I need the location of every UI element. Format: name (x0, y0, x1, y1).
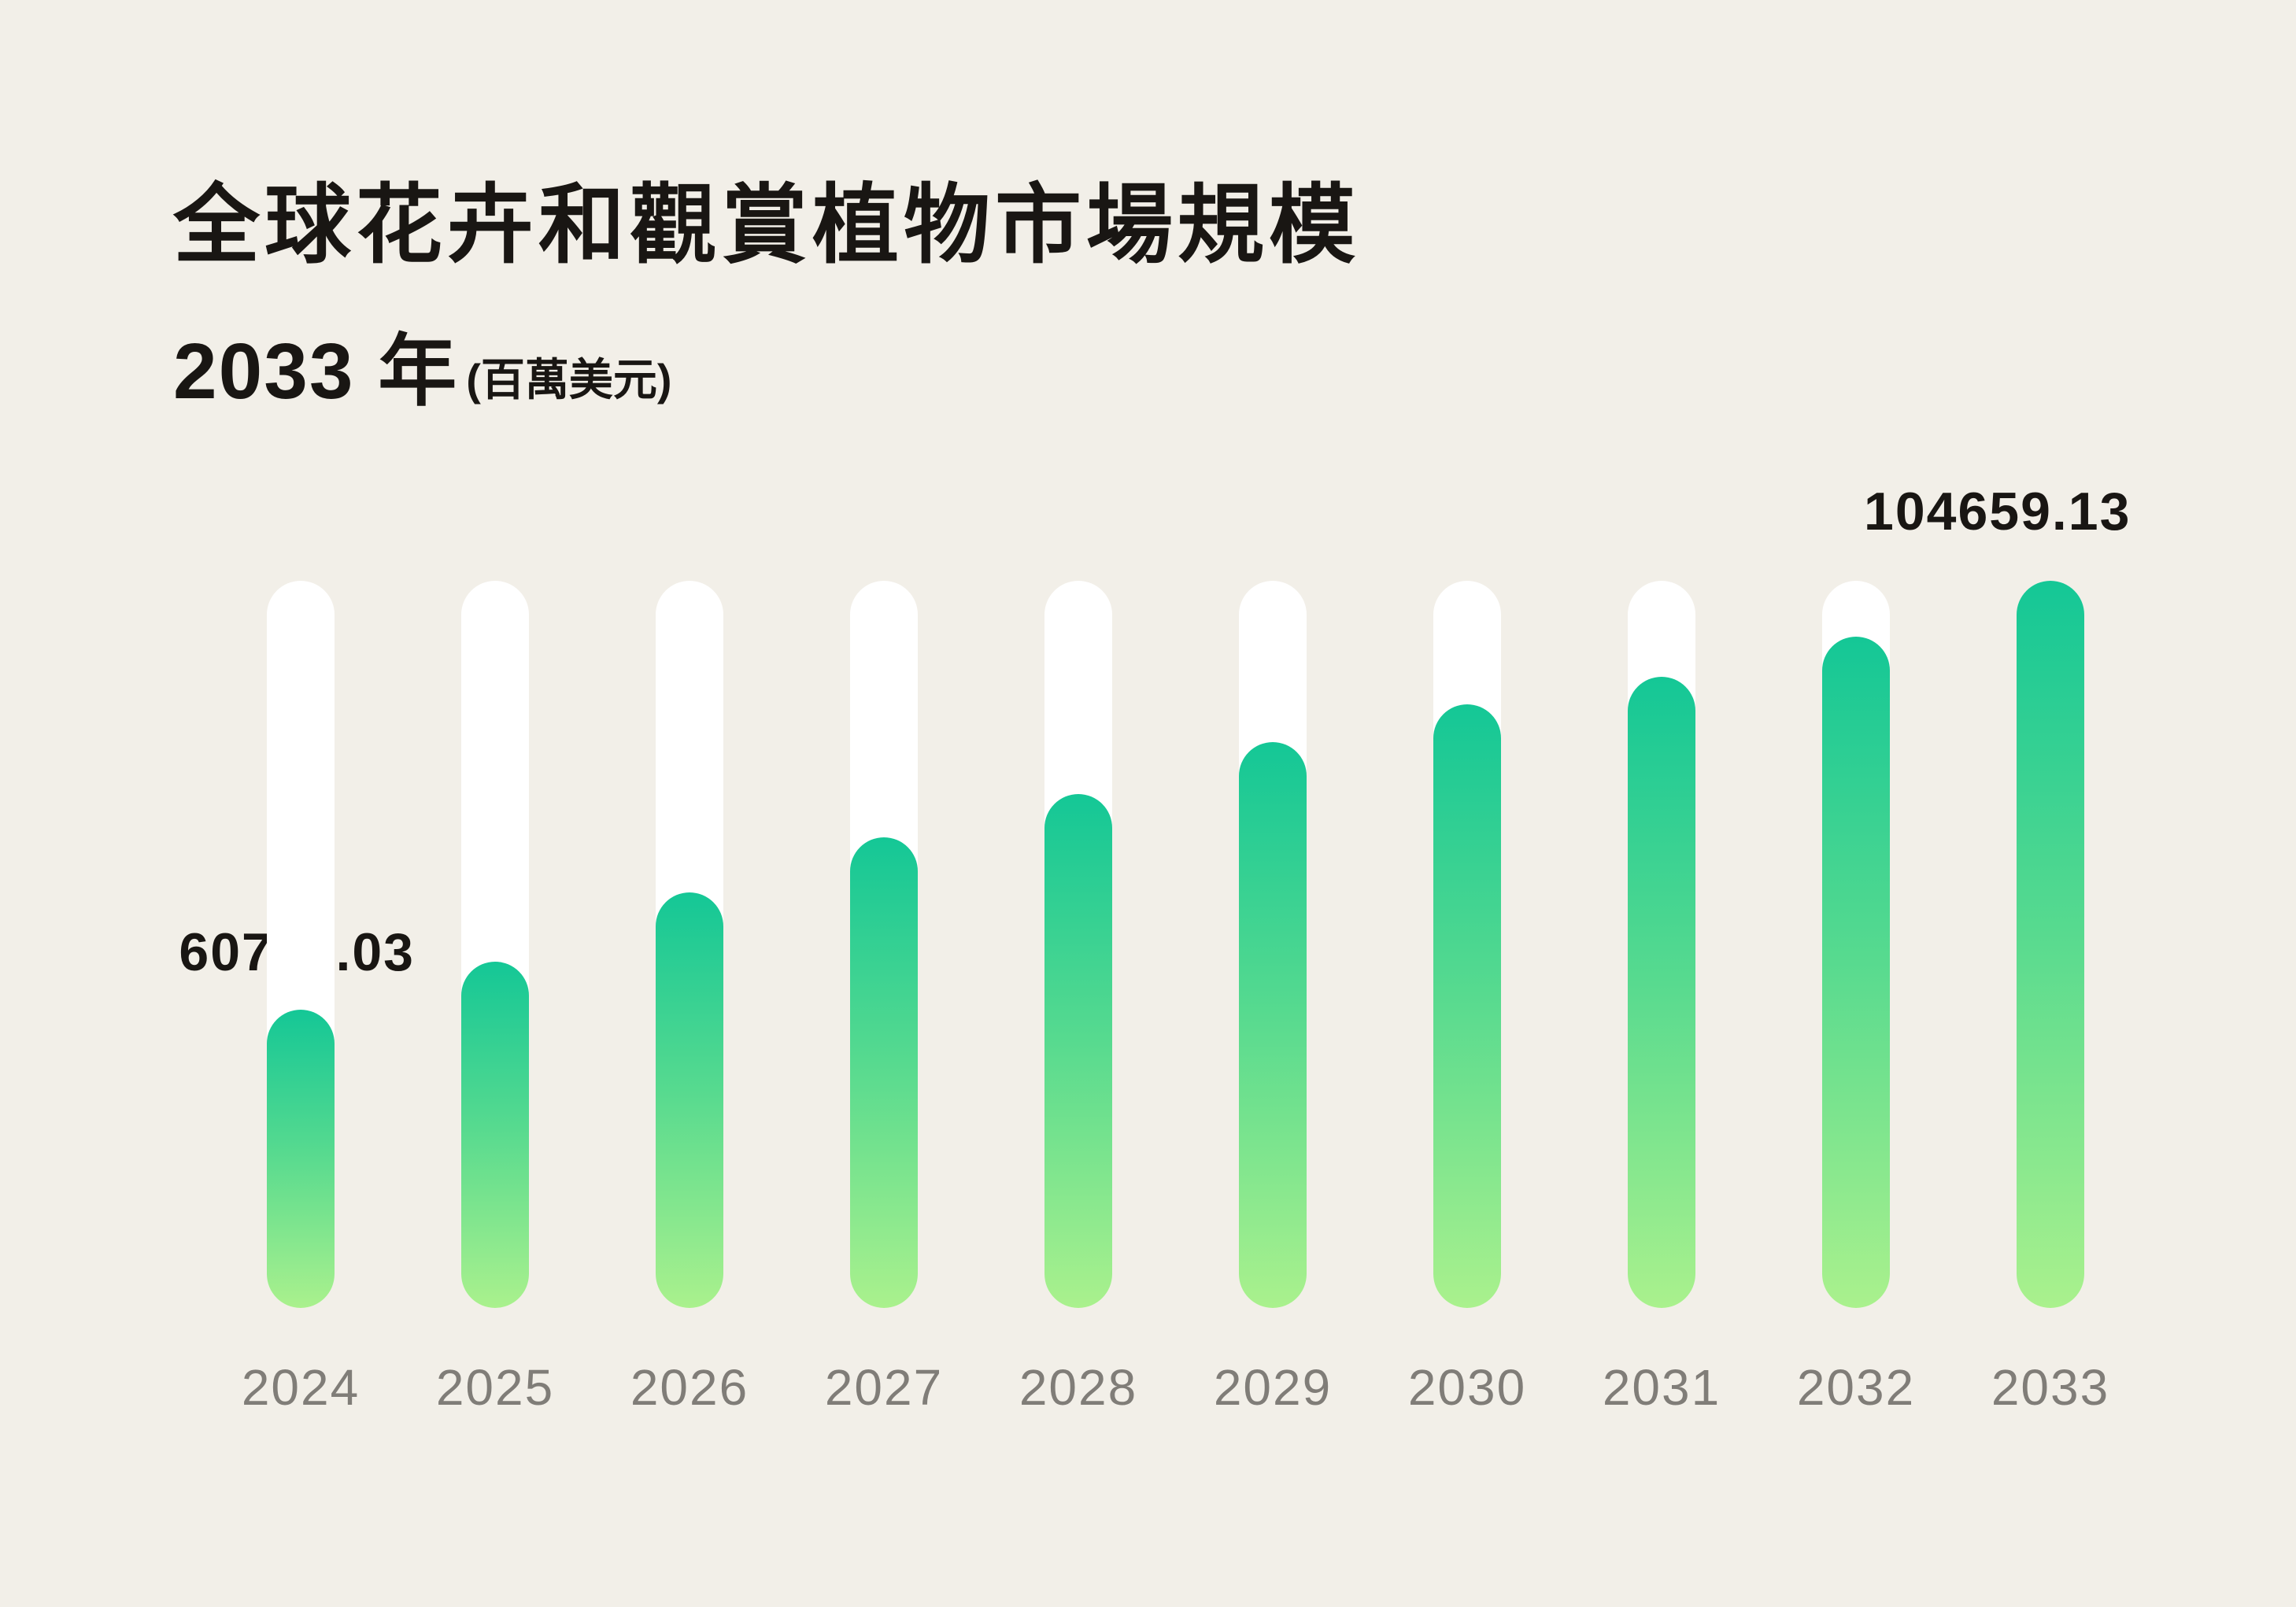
bar-fill-2033 (2017, 581, 2084, 1308)
chart-column-2032: 2032 (1797, 581, 1913, 1462)
chart-column-2025: 2025 (436, 581, 553, 1462)
bar-track-2030 (1433, 581, 1501, 1308)
chart-column-2031: 2031 (1603, 581, 1719, 1462)
bar-track-2027 (850, 581, 918, 1308)
x-axis-label-2027: 2027 (824, 1359, 944, 1416)
bar-track-2026 (656, 581, 723, 1308)
x-axis-label-2030: 2030 (1407, 1359, 1527, 1416)
bar-track-2024 (267, 581, 335, 1308)
bar-track-2033 (2017, 581, 2084, 1308)
x-axis-label-2026: 2026 (630, 1359, 749, 1416)
chart-column-2024: 2024 (242, 581, 358, 1462)
x-axis-label-2024: 2024 (241, 1359, 360, 1416)
bar-track-2032 (1822, 581, 1890, 1308)
bar-track-2031 (1628, 581, 1695, 1308)
chart-column-2033: 2033 (1991, 581, 2108, 1462)
bar-fill-2026 (656, 892, 723, 1308)
x-axis-label-2028: 2028 (1019, 1359, 1138, 1416)
x-axis-label-2033: 2033 (1991, 1359, 2110, 1416)
chart-title-line2: 2033 年 (百萬美元) (173, 307, 1360, 421)
bar-fill-2025 (461, 962, 529, 1308)
chart-title-unit: (百萬美元) (466, 355, 672, 405)
bar-track-2028 (1044, 581, 1112, 1308)
bar-track-2025 (461, 581, 529, 1308)
x-axis-label-2029: 2029 (1213, 1359, 1333, 1416)
chart-column-2026: 2026 (630, 581, 747, 1462)
chart-title-year: 2033 年 (173, 327, 459, 416)
chart-title-line1: 全球花卉和觀賞植物市場規模 (173, 177, 1360, 274)
chart-column-2029: 2029 (1214, 581, 1330, 1462)
bar-fill-2027 (850, 837, 918, 1308)
chart-column-2030: 2030 (1408, 581, 1525, 1462)
chart-column-2028: 2028 (1019, 581, 1136, 1462)
bar-fill-2029 (1239, 742, 1307, 1308)
chart-column-2027: 2027 (825, 581, 941, 1462)
x-axis-label-2025: 2025 (435, 1359, 555, 1416)
bar-track-2029 (1239, 581, 1307, 1308)
title-block: 全球花卉和觀賞植物市場規模 2033 年 (百萬美元) (173, 183, 1360, 421)
bars-row: 2024 2025 2026 2027 2028 2029 2030 2031 2032 2033 (242, 581, 2108, 1462)
x-axis-label-2032: 2032 (1796, 1359, 1916, 1416)
bar-fill-2032 (1822, 637, 1890, 1308)
data-label-last: 104659.13 (1864, 482, 2131, 541)
x-axis-label-2031: 2031 (1602, 1359, 1721, 1416)
bar-fill-2028 (1044, 794, 1112, 1308)
bar-fill-2024 (267, 1010, 335, 1308)
bar-fill-2031 (1628, 677, 1695, 1308)
bar-fill-2030 (1433, 704, 1501, 1308)
